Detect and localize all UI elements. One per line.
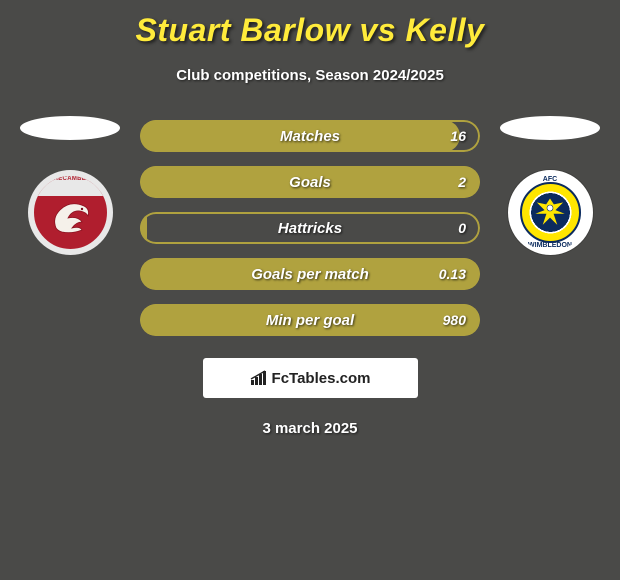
stat-bar: Hattricks0 [140,212,480,244]
afc-wimbledon-crest: AFC WIMBLEDON [508,170,593,255]
stat-bars: Matches16 Goals2 Hattricks0 Goals per match… [140,114,480,336]
bar-value: 0 [458,212,466,244]
comparison-panel: MORECAMBE FC Matches16 Goals2 Hattricks0 Go… [0,114,620,336]
bar-label: Min per goal [140,304,480,336]
bar-label: Goals per match [140,258,480,290]
stat-bar: Goals per match0.13 [140,258,480,290]
bar-label: Hattricks [140,212,480,244]
eagle-icon [530,192,570,232]
bar-value: 2 [458,166,466,198]
brand-badge: FcTables.com [203,358,418,398]
right-slot-ellipse [500,116,600,140]
morecambe-crest: MORECAMBE FC [28,170,113,255]
left-column: MORECAMBE FC [20,114,120,255]
stat-bar: Min per goal980 [140,304,480,336]
left-slot-ellipse [20,116,120,140]
bar-label: Matches [140,120,480,152]
stat-bar: Goals2 [140,166,480,198]
brand-label: FcTables.com [272,370,371,387]
crest-right-bottom-text: WIMBLEDON [512,242,589,249]
crest-left-top-text: MORECAMBE FC [34,176,107,182]
date-label: 3 march 2025 [0,420,620,437]
page-title: Stuart Barlow vs Kelly [0,0,620,49]
bar-value: 16 [450,120,466,152]
bar-value: 980 [443,304,466,336]
subtitle: Club competitions, Season 2024/2025 [0,67,620,84]
stat-bar: Matches16 [140,120,480,152]
crest-right-top-text: AFC [512,176,589,183]
bars-chart-icon [250,369,268,387]
shrimp-icon [50,198,92,236]
bar-label: Goals [140,166,480,198]
bar-value: 0.13 [439,258,466,290]
right-column: AFC WIMBLEDON [500,114,600,255]
